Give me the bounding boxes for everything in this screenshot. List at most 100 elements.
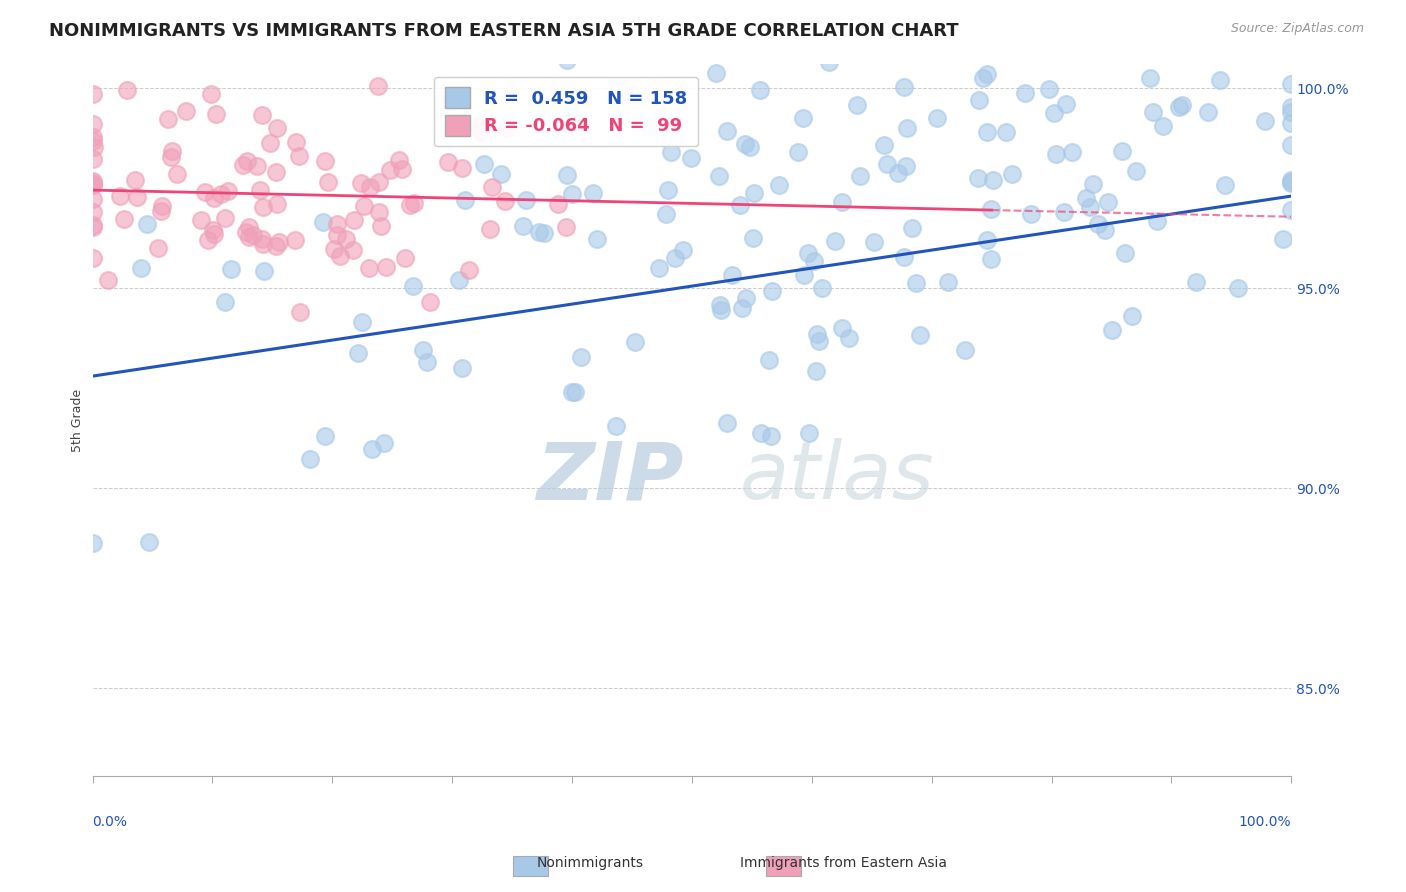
Point [250,232,273,246]
Point [905,276,928,290]
Point [82,536,104,550]
Point [547,196,569,211]
Point [496,120,519,135]
Point [219,262,242,277]
Point [799,425,821,440]
Point [375,260,398,274]
Point [976,67,998,81]
Point [83,140,105,154]
Point [585,232,607,246]
Point [807,334,830,348]
Point [893,80,915,95]
Point [82,87,104,101]
Point [554,219,576,234]
Point [368,204,391,219]
Point [402,196,425,211]
Point [350,177,373,191]
Point [235,225,257,239]
Point [235,153,257,168]
Point [252,200,274,214]
Point [824,235,846,249]
Point [631,9,654,23]
Point [1279,203,1302,218]
Point [489,168,512,182]
Point [555,169,578,183]
Point [112,211,135,226]
Point [201,223,224,237]
Point [146,241,169,255]
Point [972,70,994,85]
Point [734,136,756,151]
Point [325,217,347,231]
Point [1087,218,1109,232]
Point [439,95,461,109]
Point [716,124,738,138]
Point [1121,309,1143,323]
Point [1279,105,1302,120]
Point [1227,281,1250,295]
Point [803,254,825,268]
Point [901,221,924,235]
Point [886,166,908,180]
Point [731,301,754,316]
Point [533,227,555,241]
Point [704,65,727,79]
Point [1279,100,1302,114]
Point [564,385,586,400]
Point [347,346,370,360]
Point [82,134,104,148]
Point [82,193,104,207]
Point [679,152,702,166]
Point [980,252,1002,267]
Point [242,227,264,242]
Point [605,418,627,433]
Point [124,172,146,186]
Point [981,173,1004,187]
Point [873,138,896,153]
Point [82,152,104,166]
Text: Nonimmigrants: Nonimmigrants [537,855,644,870]
Point [1076,191,1098,205]
Point [217,184,239,198]
Point [494,194,516,208]
Point [834,40,856,54]
Point [342,244,364,258]
Point [716,416,738,430]
Point [638,120,661,134]
Point [232,158,254,172]
Point [811,281,834,295]
Point [709,298,731,312]
Point [664,252,686,266]
Point [1111,144,1133,158]
Point [288,149,311,163]
Point [1185,275,1208,289]
Point [761,429,783,443]
Point [582,186,605,200]
Point [470,124,492,138]
Point [285,136,308,150]
Point [138,535,160,549]
Point [1167,100,1189,114]
Point [806,364,828,378]
Point [205,107,228,121]
Point [561,187,583,202]
Point [818,55,841,70]
Point [1272,232,1295,246]
Point [1152,120,1174,134]
Point [156,112,179,126]
Point [197,233,219,247]
Point [166,167,188,181]
Point [555,53,578,67]
Point [97,273,120,287]
Point [515,193,537,207]
Point [1019,207,1042,221]
Point [314,429,336,443]
Point [925,111,948,125]
Point [264,239,287,253]
Text: NONIMMIGRANTS VS IMMIGRANTS FROM EASTERN ASIA 5TH GRADE CORRELATION CHART: NONIMMIGRANTS VS IMMIGRANTS FROM EASTERN… [49,22,959,40]
Point [357,261,380,276]
Point [1045,146,1067,161]
Point [419,294,441,309]
Point [896,120,918,135]
Point [806,327,828,342]
